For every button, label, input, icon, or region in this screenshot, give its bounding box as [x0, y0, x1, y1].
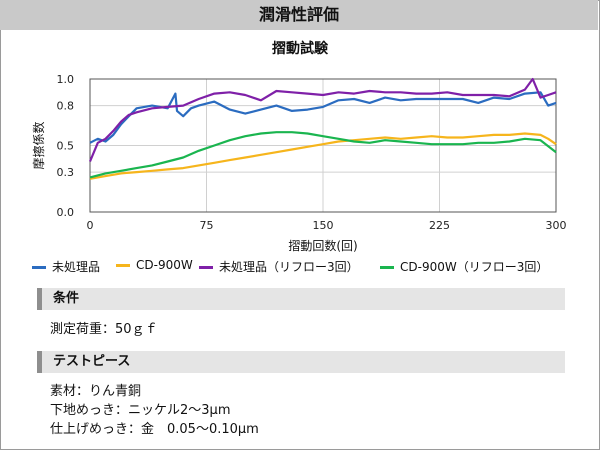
- y-tick-label: 0.0: [57, 206, 75, 219]
- y-axis-label: 摩擦係数: [31, 121, 46, 169]
- series-untreated-line: [89, 91, 557, 144]
- test-piece-material: 素材：りん青銅: [50, 384, 142, 399]
- legend-label-untreated: 未処理品: [52, 260, 101, 274]
- heading-accent-bar: [37, 288, 42, 310]
- legend-swatch-untreated: [32, 266, 46, 269]
- y-tick-label: 1.0: [57, 73, 75, 86]
- page-title: 潤滑性評価: [0, 0, 598, 30]
- plot-border: [89, 78, 557, 213]
- conditions-heading-text: 条件: [53, 291, 80, 306]
- line-chart: 0.0 0.3 0.5 0.8 1.0 0 75 150 225 300 摺動回数(回) 摩擦係数: [31, 73, 567, 253]
- y-tick-label: 0.8: [57, 100, 75, 113]
- chart-title: 摺動試験: [272, 41, 328, 57]
- test-piece-heading: テストピース: [37, 351, 565, 373]
- series-cd900w-line: [89, 132, 557, 180]
- legend-item-cd900w-reflow: CD-900W（リフロー3回）: [380, 258, 548, 275]
- test-piece-finish-plating: 仕上げめっき：金 0.05～0.10μm: [50, 422, 259, 437]
- legend-item-untreated: 未処理品: [32, 258, 100, 275]
- x-tick-label: 225: [429, 219, 450, 232]
- legend-item-untreated-reflow: 未処理品（リフロー3回）: [199, 258, 359, 275]
- series-cd900w-reflow-line: [89, 131, 557, 179]
- conditions-load: 測定荷重：50ｇｆ: [50, 322, 158, 337]
- x-tick-label: 75: [200, 219, 214, 232]
- chart-legend: 未処理品 CD-900W 未処理品（リフロー3回） CD-900W（リフロー3回…: [32, 258, 592, 274]
- x-tick-label: 150: [313, 219, 334, 232]
- heading-accent-bar: [37, 351, 42, 373]
- test-piece-heading-text: テストピース: [53, 354, 131, 369]
- legend-label-cd900w-reflow: CD-900W（リフロー3回）: [400, 260, 549, 274]
- series-untreated-reflow-line: [88, 77, 557, 162]
- x-axis-label: 摺動回数(回): [288, 238, 357, 253]
- y-tick-label: 0.5: [57, 140, 75, 153]
- legend-label-cd900w: CD-900W: [136, 258, 193, 272]
- legend-label-untreated-reflow: 未処理品（リフロー3回）: [219, 260, 359, 274]
- y-tick-label: 0.3: [57, 166, 75, 179]
- legend-swatch-cd900w-reflow: [380, 266, 394, 269]
- test-piece-underplating: 下地めっき：ニッケル2～3μm: [50, 403, 231, 418]
- x-tick-label: 300: [546, 219, 567, 232]
- legend-swatch-untreated-reflow: [199, 266, 213, 269]
- legend-item-cd900w: CD-900W: [116, 258, 193, 272]
- x-tick-label: 0: [87, 219, 94, 232]
- conditions-heading: 条件: [37, 288, 565, 310]
- legend-swatch-cd900w: [116, 264, 130, 267]
